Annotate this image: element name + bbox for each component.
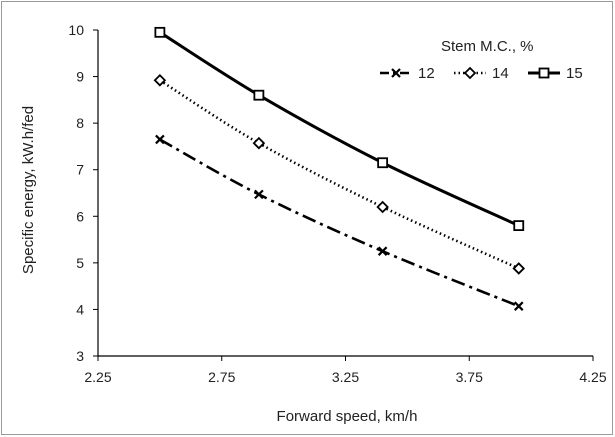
x-tick-label: 2.75: [208, 369, 235, 385]
y-tick-label: 6: [76, 208, 84, 224]
legend-label: 15: [566, 65, 583, 82]
series-12: [155, 134, 524, 311]
data-point-14: [512, 262, 526, 275]
x-marker-stroke: [155, 134, 165, 145]
series-line-12: [159, 138, 520, 308]
legend-item-14: 14: [454, 65, 509, 82]
data-point-14: [153, 74, 167, 87]
y-tick-label: 3: [76, 348, 84, 364]
data-point-14: [376, 200, 389, 214]
series-line-14: [159, 79, 520, 270]
axes: 3 4 5 6 7 8 9 10 2.25 2.75 3.25 3.75 4.25: [68, 22, 606, 385]
y-tick-label: 8: [76, 115, 84, 131]
data-point-15: [253, 89, 265, 101]
x-axis-title: Forward speed, km/h: [277, 408, 418, 425]
data-point-12: [155, 134, 165, 145]
data-point-15: [377, 157, 389, 169]
data-point-15: [154, 26, 166, 38]
legend: Stem M.C., % 12 14 15: [380, 38, 583, 82]
legend-label: 12: [418, 65, 435, 82]
series-layer: [153, 26, 526, 311]
x-marker-stroke: [391, 68, 401, 78]
x-tick-label: 3.75: [456, 369, 483, 385]
x-tick-label: 2.25: [84, 369, 111, 385]
data-point-12: [377, 246, 388, 256]
y-tick-label: 4: [76, 301, 84, 317]
y-tick-label: 5: [76, 255, 84, 271]
x-marker-stroke: [254, 189, 264, 200]
legend-marker: [391, 68, 401, 78]
x-marker-stroke: [513, 301, 524, 311]
x-marker-stroke: [377, 246, 388, 256]
legend-item-15: 15: [528, 65, 583, 82]
legend-marker: [538, 67, 550, 79]
series-line-15: [159, 31, 520, 227]
series-15: [154, 26, 525, 232]
y-axis-title: Specific energy, kW.h/fed: [20, 106, 37, 274]
y-tick-label: 9: [76, 69, 84, 85]
legend-title: Stem M.C., %: [441, 38, 534, 55]
data-point-15: [513, 220, 525, 232]
legend-marker: [463, 66, 477, 80]
y-tick-label: 10: [68, 22, 84, 38]
x-tick-label: 3.25: [332, 369, 359, 385]
data-point-12: [513, 301, 524, 311]
y-tick-label: 7: [76, 162, 84, 178]
legend-label: 14: [492, 65, 509, 82]
series-14: [153, 74, 526, 275]
data-point-12: [254, 189, 264, 200]
legend-item-12: 12: [380, 65, 435, 82]
data-point-14: [252, 136, 266, 150]
x-tick-label: 4.25: [579, 369, 606, 385]
